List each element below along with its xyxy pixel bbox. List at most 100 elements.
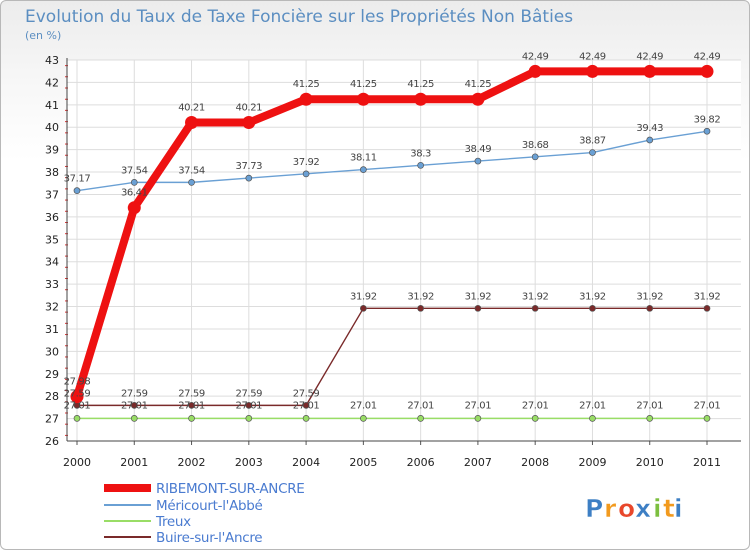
x-tick-label: 2002 [178, 456, 206, 469]
data-point [302, 170, 310, 178]
y-tick-label: 33 [45, 278, 59, 291]
data-label: 27.01 [465, 400, 492, 411]
data-label: 38.68 [522, 140, 549, 151]
data-label: 37.92 [293, 157, 320, 168]
data-point [302, 415, 310, 422]
data-point [474, 415, 482, 422]
series-group [70, 64, 714, 422]
data-label: 27.59 [64, 388, 91, 399]
y-tick-label: 38 [45, 166, 59, 179]
data-point [242, 116, 256, 130]
y-tick-label: 35 [45, 233, 59, 246]
series-line-1 [76, 130, 708, 192]
data-point [188, 415, 195, 422]
y-tick-label: 31 [45, 323, 59, 336]
y-tick-label: 42 [45, 76, 59, 89]
y-tick-label: 27 [45, 413, 59, 426]
data-label: 38.87 [579, 136, 606, 147]
y-tick-label: 32 [45, 301, 59, 314]
logo-letter: i [674, 494, 683, 523]
data-point [417, 161, 424, 169]
data-point [245, 415, 253, 422]
data-label: 31.92 [694, 291, 721, 302]
data-point [245, 174, 253, 182]
data-label: 38.49 [465, 144, 492, 155]
y-tick-label: 39 [45, 144, 59, 157]
data-point [474, 157, 482, 165]
x-tick-label: 2004 [292, 456, 320, 469]
data-label: 42.49 [636, 51, 663, 62]
data-label: 37.17 [64, 174, 91, 185]
logo-letter: r [604, 494, 617, 523]
x-tick-label: 2006 [407, 456, 435, 469]
y-tick-label: 29 [45, 368, 59, 381]
data-point [70, 390, 84, 404]
x-tick-label: 2005 [349, 456, 377, 469]
data-point [646, 304, 654, 312]
data-point [589, 415, 596, 422]
data-point [471, 92, 485, 106]
data-label: 36.41 [121, 188, 148, 199]
data-point [703, 415, 711, 422]
data-label: 27.59 [121, 388, 148, 399]
data-label: 27.01 [293, 400, 320, 411]
y-tick-label: 40 [45, 121, 59, 134]
data-label: 27.59 [293, 388, 320, 399]
data-label: 27.01 [64, 400, 91, 411]
data-label: 38.11 [350, 153, 377, 164]
logo-letter: i [653, 494, 662, 523]
data-point [589, 304, 596, 312]
y-tick-label: 37 [45, 188, 59, 201]
x-tick-label: 2007 [464, 456, 492, 469]
data-point [73, 187, 81, 195]
data-label: 27.59 [235, 388, 262, 399]
data-label: 27.01 [522, 400, 549, 411]
legend-label-2: Treux [155, 514, 191, 530]
data-point [360, 166, 367, 173]
data-point [188, 402, 195, 409]
data-point [130, 415, 138, 422]
x-tick-label: 2001 [120, 456, 148, 469]
grid [67, 59, 741, 442]
y-tick-label: 30 [45, 345, 59, 358]
series-line-0 [73, 67, 711, 401]
data-label: 31.92 [636, 291, 663, 302]
x-tick-label: 2003 [235, 456, 263, 469]
y-tick-label: 28 [45, 390, 59, 403]
x-tick-label: 2009 [578, 456, 606, 469]
data-label: 27.01 [178, 400, 205, 411]
data-labels: 27.98 36.41 40.21 40.21 41.25 41.25 41.25 41.25… [64, 51, 721, 411]
legend: RIBEMONT-SUR-ANCREMéricourt-l'AbbéTreuxB… [104, 481, 305, 546]
data-label: 37.54 [121, 165, 148, 176]
data-label: 38.3 [410, 148, 431, 159]
y-tick-label: 36 [45, 211, 59, 224]
data-point [299, 92, 313, 106]
data-label: 27.01 [235, 400, 262, 411]
axes: 26 27 28 29 30 31 32 33 34 35 36 37 38 39 40 41 42 43 2000… [45, 54, 741, 469]
data-point [589, 149, 596, 156]
data-label: 42.49 [522, 51, 549, 62]
y-tick-label: 41 [45, 99, 59, 112]
data-label: 27.01 [407, 400, 434, 411]
data-point [73, 415, 81, 422]
data-label: 42.49 [694, 51, 721, 62]
data-point [474, 304, 482, 312]
logo-letter: P [585, 494, 603, 523]
data-point [531, 153, 539, 161]
data-label: 31.92 [465, 291, 492, 302]
data-label: 41.25 [407, 79, 434, 90]
data-label: 40.21 [235, 103, 262, 114]
logo-letter: o [618, 494, 635, 523]
data-point [528, 64, 542, 78]
series-line-3 [76, 307, 708, 407]
data-label: 39.43 [636, 123, 663, 134]
data-point [531, 304, 539, 312]
data-point [360, 304, 367, 312]
data-point [703, 127, 711, 135]
data-point [646, 136, 654, 144]
unit-label: (en %) [25, 29, 61, 42]
data-point [245, 402, 253, 409]
data-point [130, 179, 138, 186]
